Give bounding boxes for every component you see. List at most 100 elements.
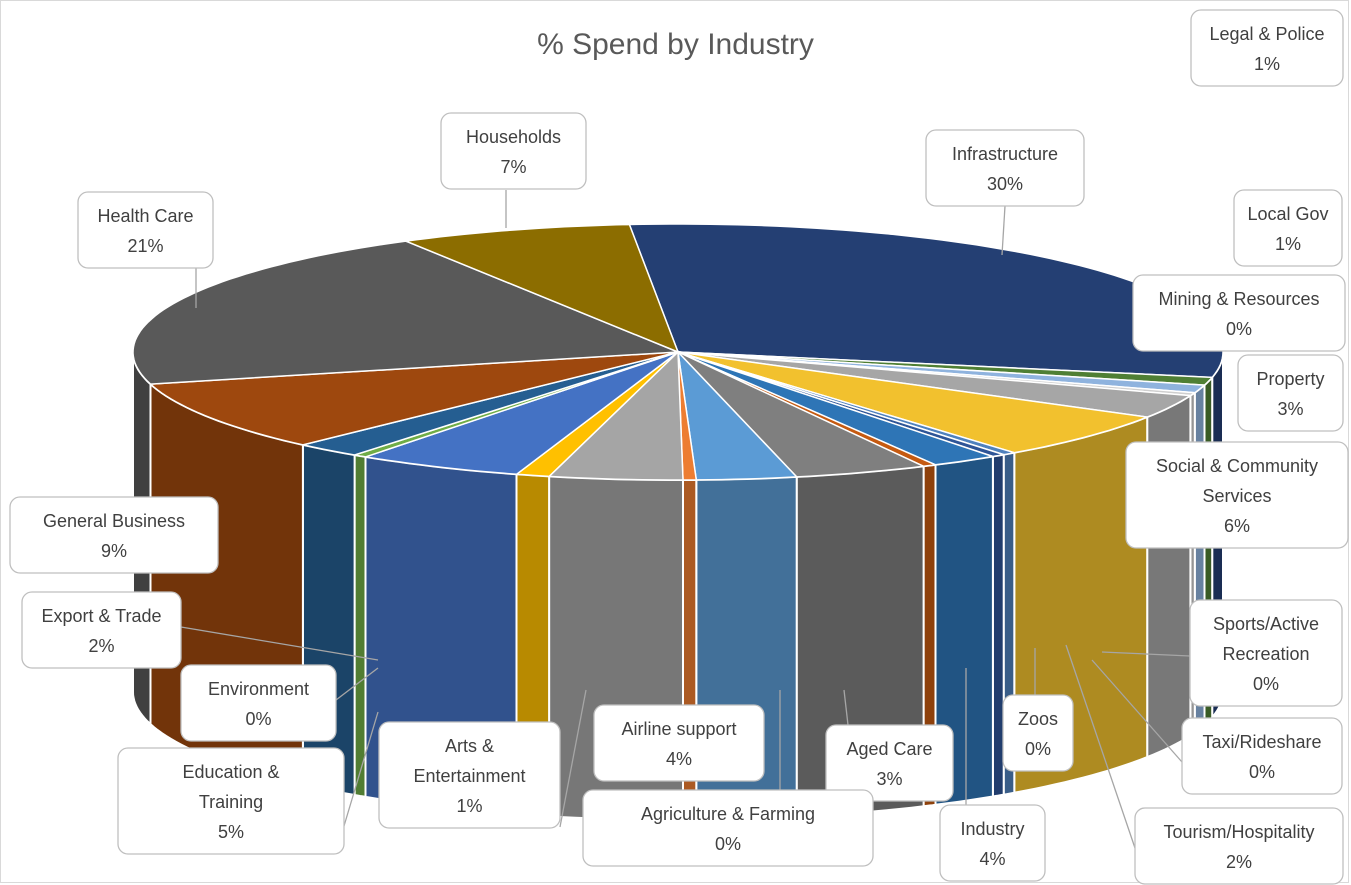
data-label-name-education-training: Training [199, 792, 263, 812]
data-label-name-social-community-services: Social & Community [1156, 456, 1318, 476]
label-environment: Environment 0% [180, 664, 379, 742]
slice-property [677, 351, 1193, 418]
leader-line-infrastructure [1001, 205, 1006, 256]
data-label-value-mining-resources: 0% [1226, 319, 1252, 339]
data-label-value-aged-care: 3% [876, 769, 902, 789]
label-box-social-community-services [1125, 441, 1349, 549]
data-label-value-local-gov: 1% [1275, 234, 1301, 254]
label-box-local-gov [1233, 189, 1343, 267]
leader-line-tourism-hospitality [1065, 644, 1136, 849]
label-box-zoos [1002, 694, 1074, 772]
label-box-tourism-hospitality [1134, 807, 1344, 885]
leader-line-environment [335, 667, 379, 701]
label-box-legal-police [1190, 9, 1344, 87]
label-sports-active-recreation: Sports/Active Recreation 0% [1101, 599, 1343, 707]
label-social-community-services: Social & Community Services 6% [1125, 441, 1349, 549]
data-label-value-environment: 0% [245, 709, 271, 729]
label-export-trade: Export & Trade 2% [21, 591, 379, 669]
label-box-education-training [117, 747, 345, 855]
data-label-value-industry: 4% [979, 849, 1005, 869]
data-label-value-taxi-rideshare: 0% [1249, 762, 1275, 782]
label-taxi-rideshare: Taxi/Rideshare 0% [1091, 659, 1343, 795]
label-box-export-trade [21, 591, 182, 669]
data-label-name-general-business: General Business [43, 511, 185, 531]
label-box-arts-entertainment [378, 721, 561, 829]
slice-health-care [132, 240, 679, 385]
data-label-name-local-gov: Local Gov [1247, 204, 1328, 224]
slice-social-community-services [677, 351, 1151, 454]
data-label-name-environment: Environment [208, 679, 309, 699]
data-label-value-infrastructure: 30% [987, 174, 1023, 194]
label-box-infrastructure [925, 129, 1085, 207]
data-label-value-export-trade: 2% [88, 636, 114, 656]
data-label-value-arts-entertainment: 1% [456, 796, 482, 816]
data-label-value-legal-police: 1% [1254, 54, 1280, 74]
label-arts-entertainment: Arts & Entertainment 1% [378, 689, 587, 829]
label-aged-care: Aged Care 3% [825, 689, 954, 802]
data-label-name-social-community-services: Services [1202, 486, 1271, 506]
data-label-name-sports-active-recreation: Recreation [1222, 644, 1309, 664]
leader-line-export-trade [180, 626, 379, 661]
label-households: Households 7% [440, 112, 587, 228]
slice-side-taxi-rideshare [991, 453, 1005, 798]
label-industry: Industry 4% [939, 668, 1046, 882]
label-property: Property 3% [1237, 354, 1344, 432]
label-airline-support: Airline support 4% [593, 704, 765, 782]
data-label-name-arts-entertainment: Arts & [445, 736, 494, 756]
data-label-name-industry: Industry [960, 819, 1024, 839]
label-zoos: Zoos 0% [1002, 648, 1074, 772]
data-label-value-social-community-services: 6% [1224, 516, 1250, 536]
data-label-value-households: 7% [500, 157, 526, 177]
data-label-name-property: Property [1256, 369, 1324, 389]
label-box-airline-support [593, 704, 765, 782]
label-box-industry [939, 804, 1046, 882]
data-label-value-zoos: 0% [1025, 739, 1051, 759]
data-label-name-sports-active-recreation: Sports/Active [1213, 614, 1319, 634]
data-label-name-airline-support: Airline support [621, 719, 736, 739]
data-label-value-sports-active-recreation: 0% [1253, 674, 1279, 694]
slice-side-environment [353, 453, 367, 799]
slice-households [402, 223, 680, 354]
slice-tourism-hospitality [677, 351, 994, 466]
label-box-general-business [9, 496, 219, 574]
label-box-taxi-rideshare [1181, 717, 1343, 795]
slice-general-business [148, 351, 679, 446]
data-label-name-taxi-rideshare: Taxi/Rideshare [1202, 732, 1321, 752]
label-box-sports-active-recreation [1189, 599, 1343, 707]
leader-line-sports-active-recreation [1101, 651, 1191, 657]
data-label-value-general-business: 9% [101, 541, 127, 561]
slice-side-export-trade [301, 443, 356, 797]
leader-line-arts-entertainment [559, 689, 587, 828]
data-label-value-health-care: 21% [127, 236, 163, 256]
data-label-name-zoos: Zoos [1018, 709, 1058, 729]
data-label-name-export-trade: Export & Trade [41, 606, 161, 626]
label-health-care: Health Care 21% [77, 191, 214, 308]
data-label-value-tourism-hospitality: 2% [1226, 852, 1252, 872]
label-general-business: General Business 9% [9, 496, 219, 574]
label-box-health-care [77, 191, 214, 269]
leader-line-taxi-rideshare [1091, 659, 1183, 763]
chart-title: % Spend by Industry [537, 28, 814, 61]
data-label-name-agriculture-farming: Agriculture & Farming [641, 804, 815, 824]
data-label-name-education-training: Education & [182, 762, 279, 782]
data-label-name-households: Households [466, 127, 561, 147]
data-label-name-tourism-hospitality: Tourism/Hospitality [1163, 822, 1314, 842]
slice-industry [677, 351, 927, 478]
data-label-value-property: 3% [1277, 399, 1303, 419]
data-label-name-mining-resources: Mining & Resources [1158, 289, 1319, 309]
data-label-value-education-training: 5% [218, 822, 244, 842]
data-label-name-health-care: Health Care [97, 206, 193, 226]
slice-education-training [365, 351, 679, 476]
label-box-aged-care [825, 724, 954, 802]
label-box-mining-resources [1132, 274, 1346, 352]
slice-airline-support [547, 350, 684, 481]
pie-top-faces [132, 223, 1224, 481]
label-box-environment [180, 664, 337, 742]
data-label-value-airline-support: 4% [666, 749, 692, 769]
data-label-name-infrastructure: Infrastructure [952, 144, 1058, 164]
leader-line-aged-care [843, 689, 849, 726]
data-label-name-arts-entertainment: Entertainment [413, 766, 525, 786]
